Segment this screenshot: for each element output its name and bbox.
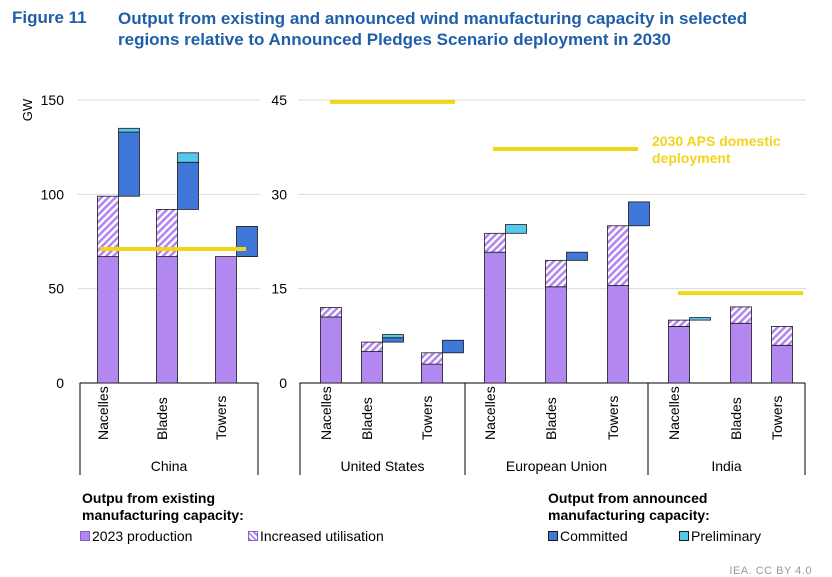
category-label: Nacelles [95, 386, 111, 440]
bar-production-united-states-nacelles [320, 316, 342, 384]
bar-increased-india-towers [771, 325, 793, 346]
y-tick-label-china: 100 [41, 186, 65, 202]
figure-title: Output from existing and announced wind … [118, 9, 748, 49]
bar-increased-european-union-towers [607, 225, 629, 286]
legend-preliminary-swatch [679, 531, 689, 541]
bar-increased-united-states-nacelles [320, 307, 342, 318]
legend-production-label: 2023 production [92, 528, 193, 544]
bar-production-india-towers [771, 344, 793, 384]
category-label: Towers [769, 396, 785, 440]
bar-preliminary-china-nacelles [118, 127, 140, 133]
figure-label: Figure 11 [12, 8, 87, 27]
bar-committed-united-states-blades [382, 337, 404, 343]
bar-production-india-nacelles [668, 325, 690, 384]
bar-increased-china-blades [156, 209, 178, 257]
bar-increased-european-union-nacelles [484, 232, 506, 253]
y-tick-label-others: 30 [271, 186, 287, 202]
bar-increased-united-states-towers [421, 352, 443, 365]
y-tick-label-others: 45 [271, 92, 287, 108]
bar-production-india-blades [730, 322, 752, 384]
bar-committed-china-nacelles [118, 131, 140, 197]
bar-increased-european-union-blades [545, 259, 567, 288]
bar-committed-european-union-blades [566, 251, 588, 261]
legend-committed-swatch [548, 531, 558, 541]
legend-announced-heading: Output from announced manufacturing capa… [548, 490, 710, 523]
y-tick-label-china: 50 [48, 281, 64, 297]
bar-production-european-union-towers [607, 285, 629, 384]
bar-production-united-states-towers [421, 363, 443, 384]
y-tick-label-china: 150 [41, 92, 65, 108]
bar-committed-china-towers [236, 226, 258, 257]
region-label: United States [340, 458, 424, 474]
legend-committed: Committed [548, 528, 628, 544]
bar-committed-united-states-towers [442, 339, 464, 354]
aps-annotation-line2: deployment [652, 150, 731, 166]
y-tick-label-china: 0 [56, 375, 64, 391]
bar-increased-india-blades [730, 306, 752, 324]
bar-committed-european-union-towers [628, 201, 650, 227]
category-label: Nacelles [482, 386, 498, 440]
legend-preliminary: Preliminary [679, 528, 761, 544]
bar-production-united-states-blades [361, 351, 383, 384]
bar-production-china-nacelles [97, 256, 119, 384]
bar-production-china-blades [156, 256, 178, 384]
legend-increased-label: Increased utilisation [260, 528, 384, 544]
legend-production: 2023 production [80, 528, 192, 544]
legend-increased-swatch [248, 531, 258, 541]
legend-production-swatch [80, 531, 90, 541]
category-label: Blades [543, 397, 559, 440]
category-label: Nacelles [318, 386, 334, 440]
aps-annotation-line1: 2030 APS domestic [652, 133, 781, 149]
category-label: Blades [359, 397, 375, 440]
category-label: Towers [605, 396, 621, 440]
source-credit: IEA. CC BY 4.0 [729, 565, 812, 577]
bar-production-china-towers [215, 256, 237, 384]
category-label: Towers [419, 396, 435, 440]
legend-increased: Increased utilisation [248, 528, 384, 544]
bar-preliminary-china-blades [177, 152, 199, 163]
bar-preliminary-european-union-nacelles [505, 224, 527, 234]
category-label: Blades [728, 397, 744, 440]
bar-preliminary-united-states-blades [382, 334, 404, 339]
category-label: Blades [154, 397, 170, 440]
region-label: India [711, 458, 742, 474]
category-label: Nacelles [666, 386, 682, 440]
bar-preliminary-india-nacelles [689, 317, 711, 321]
bar-increased-india-nacelles [668, 319, 690, 327]
y-tick-label-others: 0 [279, 375, 287, 391]
region-label: European Union [506, 458, 607, 474]
legend-existing-heading: Outpu from existing manufacturing capaci… [82, 490, 244, 523]
legend-preliminary-label: Preliminary [691, 528, 762, 544]
bar-production-european-union-nacelles [484, 251, 506, 384]
y-tick-label-others: 15 [271, 281, 287, 297]
region-label: China [151, 458, 188, 474]
category-label: Towers [213, 396, 229, 440]
bar-production-european-union-blades [545, 286, 567, 384]
bar-increased-united-states-blades [361, 341, 383, 352]
y-axis-label: GW [20, 98, 35, 121]
bar-committed-china-blades [177, 161, 199, 210]
bar-increased-china-nacelles [97, 195, 119, 257]
legend-committed-label: Committed [560, 528, 628, 544]
